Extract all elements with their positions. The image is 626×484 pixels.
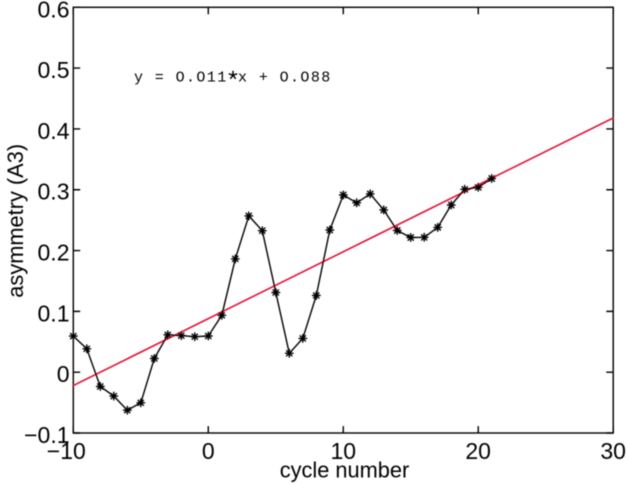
svg-text:30: 30 [600, 438, 626, 464]
svg-text:0.4: 0.4 [38, 118, 70, 144]
svg-text:0.1: 0.1 [38, 300, 70, 326]
svg-text:0.2: 0.2 [38, 240, 70, 266]
svg-text:10: 10 [331, 438, 357, 464]
svg-text:0.6: 0.6 [38, 0, 70, 22]
svg-text:20: 20 [465, 438, 491, 464]
svg-text:0: 0 [57, 361, 70, 387]
svg-text:y = O.O11 x + O.O88: y = O.O11 x + O.O88 [134, 69, 332, 86]
svg-text:0.3: 0.3 [38, 179, 70, 205]
svg-text:0.5: 0.5 [38, 57, 70, 83]
svg-text:cycle number: cycle number [280, 458, 410, 483]
svg-text:−0.1: −0.1 [24, 422, 69, 448]
svg-text:−10: −10 [47, 438, 86, 464]
svg-text:asymmetry (A3): asymmetry (A3) [3, 144, 28, 298]
svg-text:0: 0 [202, 438, 215, 464]
